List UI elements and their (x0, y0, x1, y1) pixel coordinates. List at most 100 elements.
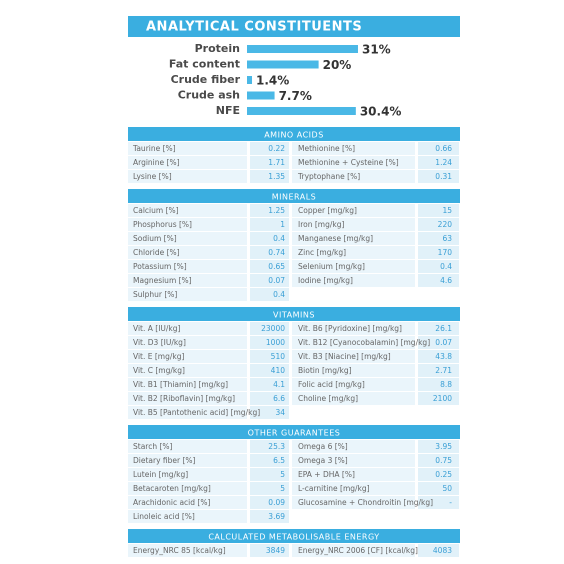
row-label: Iodine [mg/kg] (298, 276, 353, 285)
bar (247, 91, 275, 100)
row-value: 3849 (266, 546, 285, 555)
row-label: Biotin [mg/kg] (298, 366, 352, 375)
row-value: 0.4 (273, 234, 285, 243)
cell (250, 170, 289, 183)
row-label: Dietary fiber [%] (133, 456, 196, 465)
row-label: Omega 6 [%] (298, 442, 348, 451)
value-label: 31% (362, 43, 391, 57)
row-value: 3.95 (435, 442, 452, 451)
row-value: 43.8 (435, 352, 452, 361)
row-value: 26.1 (435, 324, 452, 333)
section-title: MINERALS (272, 193, 317, 202)
row-label: Taurine [%] (132, 144, 176, 153)
row-label: Phosphorus [%] (133, 220, 192, 229)
cell (418, 336, 459, 349)
row-value: 0.65 (268, 262, 285, 271)
row-value: 0.09 (268, 498, 285, 507)
row-value: 1000 (266, 338, 285, 347)
cell (418, 392, 459, 405)
cell (250, 246, 289, 259)
cell (250, 496, 289, 509)
row-label: Manganese [mg/kg] (298, 234, 373, 243)
row-label: Folic acid [mg/kg] (298, 380, 365, 389)
row-label: Tryptophane [%] (297, 172, 360, 181)
row-label: Methionine + Cysteine [%] (298, 158, 399, 167)
cell (292, 440, 415, 453)
cell (250, 406, 289, 419)
cell (128, 232, 247, 245)
row-value: 63 (442, 234, 452, 243)
row-value: 0.31 (435, 172, 452, 181)
row-value: 50 (442, 484, 452, 493)
row-label: Vit. E [mg/kg] (133, 352, 185, 361)
cell (250, 510, 289, 523)
row-value: 2100 (433, 394, 452, 403)
cell (128, 392, 247, 405)
cell (250, 156, 289, 169)
row-value: 0.07 (268, 276, 285, 285)
cell (128, 322, 247, 335)
row-label: Energy_NRC 85 [kcal/kg] (133, 546, 226, 555)
value-label: 1.4% (256, 74, 289, 88)
row-label: Choline [mg/kg] (298, 394, 358, 403)
cell (292, 350, 415, 363)
row-value: 1.25 (268, 206, 285, 215)
cell (128, 142, 247, 155)
row-label: Lutein [mg/kg] (133, 470, 188, 479)
row-label: Vit. B1 [Thiamin] [mg/kg] (133, 380, 228, 389)
row-value: 1.35 (268, 172, 285, 181)
cell (418, 468, 459, 481)
cell (128, 218, 247, 231)
row-label: Sulphur [%] (133, 290, 177, 299)
cell (418, 440, 459, 453)
cell (128, 440, 247, 453)
row-value: 0.74 (268, 248, 285, 257)
cell (418, 204, 459, 217)
cell (292, 454, 415, 467)
cell (292, 246, 415, 259)
cell (250, 454, 289, 467)
row-value: 4083 (433, 546, 452, 555)
row-label: Betacaroten [mg/kg] (133, 484, 211, 493)
category-label: Crude fiber (171, 73, 241, 86)
row-label: Glucosamine + Chondroitin [mg/kg] (298, 498, 433, 507)
row-label: Vit. B2 [Riboflavin] [mg/kg] (133, 394, 235, 403)
cell (250, 350, 289, 363)
cell (418, 170, 459, 183)
row-value: 1 (280, 220, 285, 229)
row-label: Arachidonic acid [%] (133, 498, 210, 507)
cell (128, 204, 247, 217)
row-value: 220 (438, 220, 453, 229)
row-label: Energy_NRC 2006 [CF] [kcal/kg] (298, 546, 418, 555)
section-title: VITAMINS (273, 311, 315, 320)
row-value: 4.6 (440, 276, 452, 285)
cell (128, 246, 247, 259)
row-value: 23000 (261, 324, 285, 333)
row-label: Starch [%] (133, 442, 173, 451)
row-value: 0.07 (435, 338, 452, 347)
value-label: 30.4% (360, 105, 402, 119)
cell (250, 204, 289, 217)
row-label: Chloride [%] (133, 248, 180, 257)
cell (128, 544, 247, 557)
row-value: 1.71 (268, 158, 285, 167)
cell (128, 454, 247, 467)
category-label: Protein (195, 42, 240, 55)
cell (250, 274, 289, 287)
row-label: Calcium [%] (133, 206, 179, 215)
cell (250, 260, 289, 273)
section-header (128, 529, 460, 543)
cell (418, 496, 459, 509)
cell (128, 260, 247, 273)
cell (292, 260, 415, 273)
cell (128, 468, 247, 481)
row-label: Vit. B3 [Niacine] [mg/kg] (298, 352, 391, 361)
cell (418, 218, 459, 231)
row-label: Vit. B6 [Pyridoxine] [mg/kg] (298, 324, 402, 333)
cell (418, 454, 459, 467)
cell (128, 156, 247, 169)
section-title: AMINO ACIDS (264, 131, 324, 140)
cell (292, 392, 415, 405)
bar (247, 76, 253, 84)
